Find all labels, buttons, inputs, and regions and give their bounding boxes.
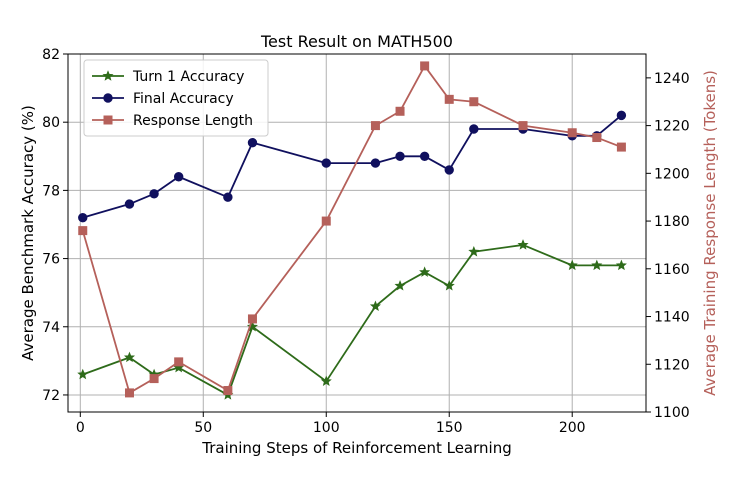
data-point-response [370, 121, 380, 131]
data-point-turn1 [566, 259, 578, 271]
data-point-turn1 [394, 280, 406, 291]
legend-label-final: Final Accuracy [133, 91, 234, 107]
data-point-response [567, 128, 577, 138]
data-point-response [223, 386, 233, 396]
y-right-tick-label: 1220 [654, 119, 690, 135]
legend-label-turn1: Turn 1 Accuracy [132, 69, 244, 85]
legend-symbols [92, 70, 124, 125]
legend-label-response: Response Length [133, 113, 253, 129]
x-axis-label: Training Steps of Reinforcement Learning [201, 439, 511, 457]
data-point-response [469, 97, 479, 107]
data-point-response [247, 314, 257, 324]
data-point-final [370, 158, 381, 168]
series-line-response [81, 65, 622, 394]
legend-marker-final [103, 93, 113, 103]
y-right-tick-label: 1240 [654, 71, 690, 87]
y-axis-label-left: Average Benchmark Accuracy (%) [19, 105, 37, 361]
data-point-response [124, 388, 134, 398]
x-tick-label: 200 [559, 420, 586, 436]
data-point-response [321, 216, 331, 226]
y-axis-label-right: Average Training Response Length (Tokens… [701, 70, 719, 396]
legend: Turn 1 Accuracy Final Accuracy Response … [83, 59, 269, 137]
y-left-tick-label: 74 [42, 320, 60, 336]
data-point-response [395, 106, 405, 116]
data-point-turn1 [443, 280, 455, 291]
y-right-tick-label: 1160 [654, 262, 690, 278]
data-point-final [78, 212, 88, 223]
series-layer [77, 61, 627, 400]
data-point-turn1 [615, 259, 627, 271]
data-point-final [223, 192, 233, 202]
y-right-tick-label: 1140 [654, 310, 690, 326]
data-point-turn1 [320, 375, 332, 387]
data-point-response [518, 121, 528, 131]
legend-frame [83, 59, 269, 137]
axes: 0 50 100 150 200 72 74 76 78 80 82 1100 1120 1140 1160… [42, 47, 689, 436]
y-right-tick-label: 1180 [654, 214, 690, 230]
y-right-tick-label: 1120 [654, 357, 690, 373]
data-point-turn1 [591, 259, 603, 271]
data-point-final [469, 124, 479, 134]
data-point-final [173, 172, 184, 182]
data-point-final [321, 158, 331, 168]
data-point-response [174, 357, 184, 367]
x-tick-label: 0 [76, 420, 85, 436]
data-point-turn1 [123, 351, 136, 363]
data-point-turn1 [517, 239, 529, 250]
data-point-turn1 [468, 245, 480, 257]
data-point-final [247, 137, 258, 148]
series-line-final [82, 114, 622, 219]
data-point-turn1 [246, 320, 258, 332]
data-point-response [444, 94, 454, 104]
data-point-response [420, 61, 430, 71]
x-tick-label: 50 [194, 420, 212, 436]
x-tick-label: 150 [436, 420, 463, 436]
data-point-response [592, 133, 602, 143]
data-point-response [78, 226, 88, 236]
x-tick-label: 100 [313, 420, 340, 436]
data-point-turn1 [369, 300, 381, 312]
data-point-turn1 [419, 266, 431, 277]
series-final [78, 110, 627, 223]
series-response [78, 61, 626, 398]
y-left-tick-label: 76 [42, 252, 60, 268]
plot-frame [67, 53, 647, 413]
legend-marker-turn1 [102, 70, 114, 81]
data-point-response [616, 142, 626, 152]
y-left-tick-label: 72 [42, 388, 60, 404]
data-point-final [616, 110, 627, 121]
data-point-final [444, 165, 454, 175]
data-point-final [124, 199, 135, 209]
data-point-response [149, 374, 159, 384]
y-right-tick-label: 1200 [654, 166, 690, 182]
data-point-turn1 [77, 368, 89, 380]
y-left-tick-label: 78 [42, 183, 60, 199]
data-point-final [419, 151, 430, 161]
data-point-final [395, 151, 405, 161]
legend-marker-response [103, 115, 113, 125]
data-point-final [149, 189, 159, 199]
y-right-tick-label: 1100 [654, 405, 690, 421]
chart-title: Test Result on MATH500 [260, 32, 453, 51]
y-left-tick-label: 80 [42, 115, 60, 131]
y-left-tick-label: 82 [42, 47, 60, 63]
